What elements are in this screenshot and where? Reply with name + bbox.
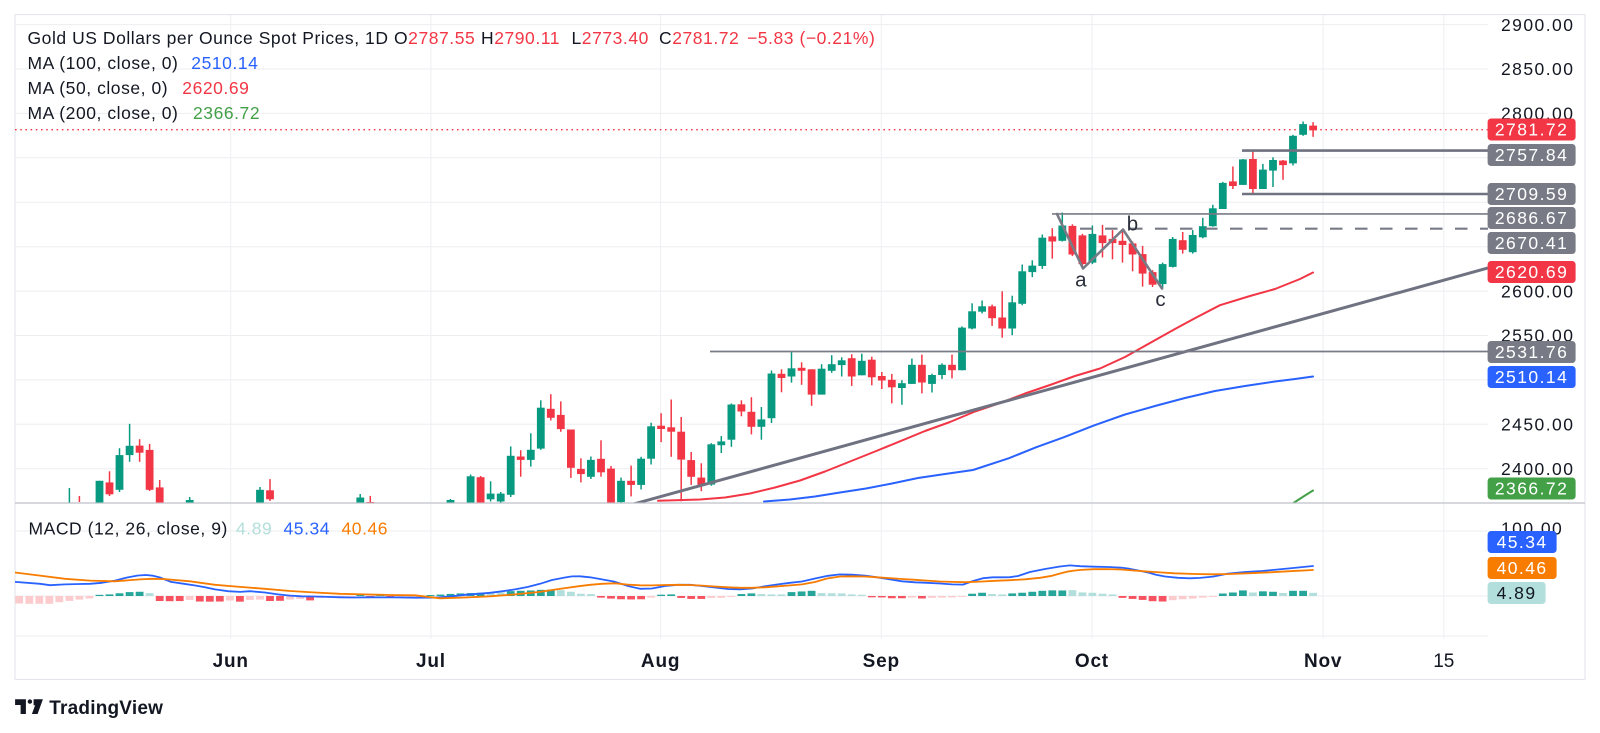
svg-text:Nov: Nov <box>1304 651 1342 672</box>
svg-text:2366.72: 2366.72 <box>1495 479 1568 499</box>
svg-text:b: b <box>1127 213 1138 236</box>
svg-text:2709.59: 2709.59 <box>1495 184 1568 204</box>
svg-text:H2790.11: H2790.11 <box>481 28 560 48</box>
svg-text:2620.69: 2620.69 <box>182 78 249 98</box>
svg-text:MA (100, close, 0): MA (100, close, 0) <box>28 53 179 73</box>
svg-text:2620.69: 2620.69 <box>1495 262 1568 282</box>
svg-text:2757.84: 2757.84 <box>1495 145 1568 165</box>
svg-text:−5.83 (−0.21%): −5.83 (−0.21%) <box>747 28 875 48</box>
svg-text:a: a <box>1075 268 1087 291</box>
svg-text:40.46: 40.46 <box>342 519 389 539</box>
svg-text:2550.00: 2550.00 <box>1501 326 1574 346</box>
svg-text:Jun: Jun <box>213 651 249 672</box>
svg-text:45.34: 45.34 <box>284 519 331 539</box>
svg-text:2510.14: 2510.14 <box>1495 367 1568 387</box>
svg-text:2850.00: 2850.00 <box>1501 59 1574 79</box>
svg-text:Oct: Oct <box>1075 651 1109 672</box>
svg-text:TradingView: TradingView <box>49 698 163 719</box>
svg-text:4.89: 4.89 <box>236 519 272 539</box>
svg-text:c: c <box>1155 288 1165 311</box>
svg-text:2531.76: 2531.76 <box>1495 342 1568 362</box>
svg-text:C2781.72: C2781.72 <box>659 28 739 48</box>
svg-text:2366.72: 2366.72 <box>193 103 260 123</box>
svg-text:2510.14: 2510.14 <box>191 53 258 73</box>
svg-text:45.34: 45.34 <box>1497 532 1548 552</box>
svg-text:2781.72: 2781.72 <box>1495 120 1568 140</box>
svg-text:MA (200, close, 0): MA (200, close, 0) <box>28 103 179 123</box>
svg-text:40.46: 40.46 <box>1497 558 1548 578</box>
svg-text:2400.00: 2400.00 <box>1501 459 1574 479</box>
svg-text:2686.67: 2686.67 <box>1495 208 1568 228</box>
svg-text:2670.41: 2670.41 <box>1495 233 1568 253</box>
svg-text:Aug: Aug <box>641 651 680 672</box>
svg-text:O2787.55: O2787.55 <box>394 28 475 48</box>
svg-text:2900.00: 2900.00 <box>1501 15 1574 35</box>
svg-text:2600.00: 2600.00 <box>1501 281 1574 301</box>
svg-text:MACD (12, 26, close, 9): MACD (12, 26, close, 9) <box>29 519 228 539</box>
svg-text:Sep: Sep <box>863 651 900 672</box>
svg-text:MA (50, close, 0): MA (50, close, 0) <box>28 78 169 98</box>
svg-text:Gold US Dollars per Ounce Spot: Gold US Dollars per Ounce Spot Prices, 1… <box>28 28 389 48</box>
svg-text:4.89: 4.89 <box>1497 583 1537 603</box>
svg-text:15: 15 <box>1433 651 1454 672</box>
svg-text:L2773.40: L2773.40 <box>572 28 649 48</box>
svg-text:Jul: Jul <box>416 651 446 672</box>
svg-text:2450.00: 2450.00 <box>1501 415 1574 435</box>
